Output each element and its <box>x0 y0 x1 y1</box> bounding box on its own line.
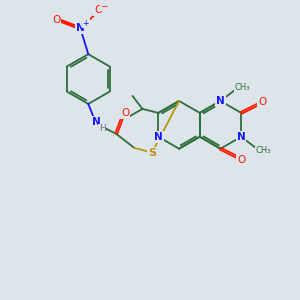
Text: O: O <box>258 97 266 107</box>
Text: N: N <box>76 23 85 33</box>
Text: N: N <box>237 132 245 142</box>
Text: N: N <box>154 132 163 142</box>
Text: −: − <box>100 1 108 10</box>
Text: S: S <box>148 148 156 158</box>
Text: O: O <box>94 5 102 15</box>
Text: N: N <box>216 96 225 106</box>
Text: O: O <box>237 155 245 165</box>
Text: CH₃: CH₃ <box>235 82 250 91</box>
Text: O: O <box>52 15 61 25</box>
Text: O: O <box>121 108 129 118</box>
Text: N: N <box>92 117 100 127</box>
Text: H: H <box>99 124 106 133</box>
Text: CH₃: CH₃ <box>255 146 271 155</box>
Text: +: + <box>82 19 89 28</box>
